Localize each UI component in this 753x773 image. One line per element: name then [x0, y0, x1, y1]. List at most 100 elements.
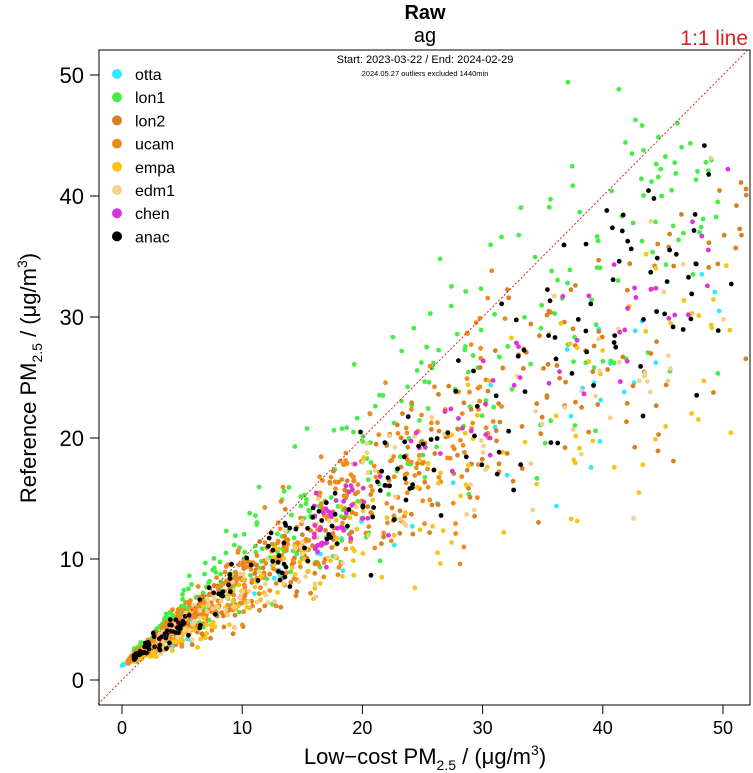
point-anac [244, 555, 250, 561]
point-edm1 [366, 533, 371, 538]
point-lon2 [331, 468, 336, 474]
point-ucam [277, 526, 283, 532]
point-ucam [254, 553, 260, 558]
point-lon1 [695, 169, 700, 174]
point-lon2 [379, 541, 384, 547]
point-ucam [273, 581, 279, 586]
point-edm1 [224, 595, 230, 601]
point-edm1 [668, 366, 673, 371]
point-anac [420, 441, 426, 447]
point-empa [571, 457, 577, 463]
point-edm1 [293, 546, 298, 552]
point-ucam [385, 520, 390, 526]
point-lon1 [670, 223, 676, 229]
point-ucam [209, 627, 215, 633]
point-ucam [321, 574, 327, 580]
point-edm1 [412, 434, 417, 439]
point-lon2 [230, 631, 236, 637]
point-edm1 [481, 443, 486, 449]
point-lon1 [676, 237, 681, 243]
point-ucam [351, 474, 356, 480]
point-lon1 [292, 444, 298, 449]
point-otta [564, 347, 570, 352]
point-lon2 [199, 631, 205, 637]
point-anac [479, 462, 485, 468]
point-lon1 [591, 365, 597, 370]
point-empa [258, 597, 263, 603]
point-anac [169, 622, 174, 628]
point-ucam [381, 530, 386, 536]
point-lon2 [405, 444, 411, 450]
point-lon2 [654, 339, 659, 344]
point-anac [293, 526, 299, 532]
point-chen [456, 416, 461, 421]
point-lon1 [302, 492, 307, 498]
point-lon2 [620, 354, 626, 360]
point-edm1 [299, 539, 305, 545]
point-anac [474, 403, 480, 409]
point-lon2 [510, 478, 516, 484]
point-chen [586, 293, 592, 299]
point-lon1 [420, 452, 426, 458]
point-lon1 [351, 429, 356, 435]
point-lon1 [368, 440, 373, 445]
point-chen [319, 540, 325, 546]
point-lon1 [405, 384, 410, 390]
point-chen [483, 432, 489, 437]
point-ucam [464, 376, 470, 382]
point-anac [287, 584, 293, 589]
point-lon2 [570, 326, 576, 332]
point-lon2 [464, 467, 470, 473]
point-empa [292, 572, 298, 577]
point-empa [487, 378, 492, 384]
point-anac [410, 482, 415, 488]
point-lon1 [552, 311, 558, 316]
point-chen [699, 233, 705, 239]
point-edm1 [593, 393, 598, 399]
point-edm1 [218, 598, 224, 604]
point-lon1 [211, 556, 217, 561]
point-anac [229, 561, 234, 567]
point-anac [206, 585, 212, 591]
point-lon2 [557, 375, 562, 381]
point-empa [290, 565, 295, 571]
point-edm1 [312, 581, 318, 587]
point-lon2 [743, 186, 749, 192]
point-lon1 [254, 520, 260, 525]
point-otta [568, 413, 574, 419]
point-empa [198, 636, 204, 642]
point-anac [691, 228, 697, 233]
point-empa [317, 581, 323, 586]
point-anac [428, 437, 434, 442]
point-lon1 [360, 434, 366, 439]
point-lon1 [236, 609, 242, 615]
point-anac [211, 590, 217, 596]
point-anac [216, 591, 222, 597]
point-anac [610, 225, 615, 231]
point-empa [203, 635, 208, 641]
point-chen [360, 516, 366, 521]
point-anac [401, 454, 407, 460]
point-lon1 [206, 580, 212, 585]
point-lon1 [180, 596, 186, 602]
point-otta [504, 472, 510, 478]
point-lon1 [181, 587, 187, 593]
point-lon2 [342, 487, 348, 493]
point-lon1 [163, 611, 169, 617]
point-lon1 [673, 171, 679, 176]
point-lon2 [416, 470, 422, 476]
point-ucam [340, 520, 345, 526]
point-chen [333, 498, 339, 503]
point-empa [723, 263, 729, 269]
point-empa [241, 577, 246, 582]
point-anac [377, 488, 383, 493]
point-ucam [367, 411, 373, 416]
one-to-one-line [97, 50, 748, 705]
point-ucam [195, 584, 201, 589]
point-lon2 [349, 510, 355, 515]
point-chen [346, 489, 352, 495]
point-lon1 [589, 297, 595, 303]
point-edm1 [596, 336, 601, 342]
point-ucam [468, 342, 474, 347]
point-empa [200, 603, 206, 609]
